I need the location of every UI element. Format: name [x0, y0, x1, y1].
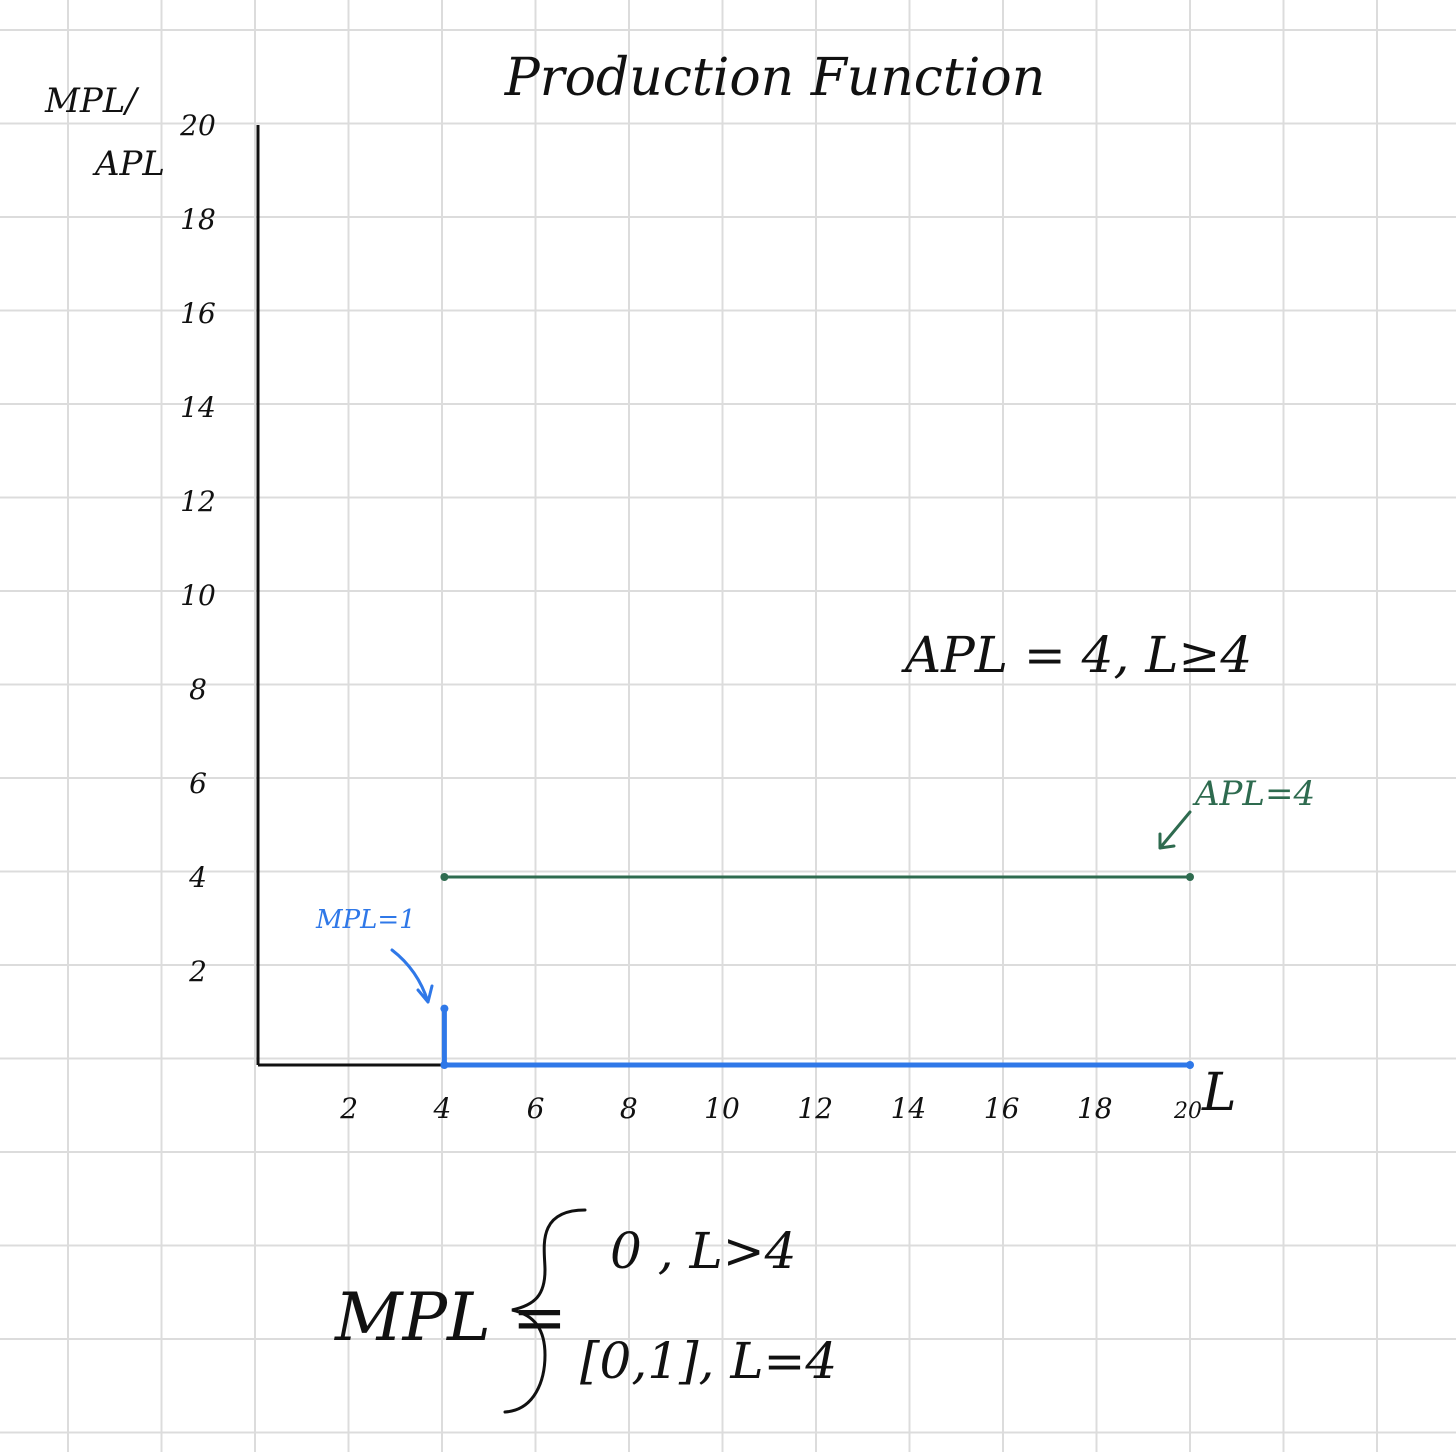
y-axis-label-line1: MPL/: [44, 81, 140, 121]
y-tick-label: 16: [180, 297, 216, 330]
mpl-case-1: 0 , L>4: [610, 1222, 796, 1280]
apl-arrow: [1158, 810, 1192, 850]
mpl-case-2: [0,1], L=4: [580, 1332, 837, 1390]
mpl-arrow: [390, 948, 434, 1004]
mpl-brace: [503, 1208, 587, 1414]
apl-formula: APL = 4, L≥4: [901, 626, 1252, 684]
y-tick-label: 18: [180, 203, 216, 236]
x-tick-label: 12: [797, 1092, 833, 1125]
axes: [256, 125, 445, 1067]
x-tick-label: 6: [527, 1092, 545, 1125]
x-axis-label: L: [1201, 1063, 1237, 1123]
data-point-apl: [1186, 873, 1194, 881]
y-tick-label: 4: [188, 861, 207, 894]
x-tick-label: 10: [704, 1092, 740, 1125]
data-point-mpl: [440, 1004, 449, 1013]
data-point-apl: [440, 873, 449, 881]
y-tick-label: 2: [188, 955, 207, 988]
apl-series-label: APL=4: [1192, 774, 1315, 814]
mpl-series-label: MPL=1: [315, 905, 416, 935]
mpl-formula-lhs: MPL =: [334, 1279, 567, 1356]
series-line-mpl: [441, 1006, 1193, 1068]
x-tick-label: 14: [891, 1092, 927, 1125]
data-point-mpl: [1186, 1061, 1194, 1069]
y-tick-label: 14: [180, 391, 216, 424]
x-tick-label: 20: [1173, 1099, 1202, 1124]
y-tick-label: 8: [189, 673, 207, 706]
tick-labels: 2 4 6 8 10 12 14 16 18 20 2 4 6 8 10 12 14 16 18 20: [179, 109, 1202, 1125]
y-tick-label: 10: [180, 579, 216, 612]
series-layer: [440, 873, 1194, 1069]
x-tick-label: 16: [984, 1092, 1020, 1125]
data-point-mpl: [440, 1061, 449, 1069]
y-axis-label-line2: APL: [92, 144, 165, 184]
y-tick-label: 6: [189, 767, 207, 800]
y-tick-label: 20: [179, 109, 216, 142]
chart-title: Production Function: [504, 48, 1045, 108]
x-tick-label: 4: [432, 1092, 451, 1125]
x-tick-label: 8: [620, 1092, 638, 1125]
y-tick-label: 12: [180, 485, 216, 518]
x-tick-label: 18: [1077, 1092, 1113, 1125]
x-tick-label: 2: [339, 1092, 358, 1125]
